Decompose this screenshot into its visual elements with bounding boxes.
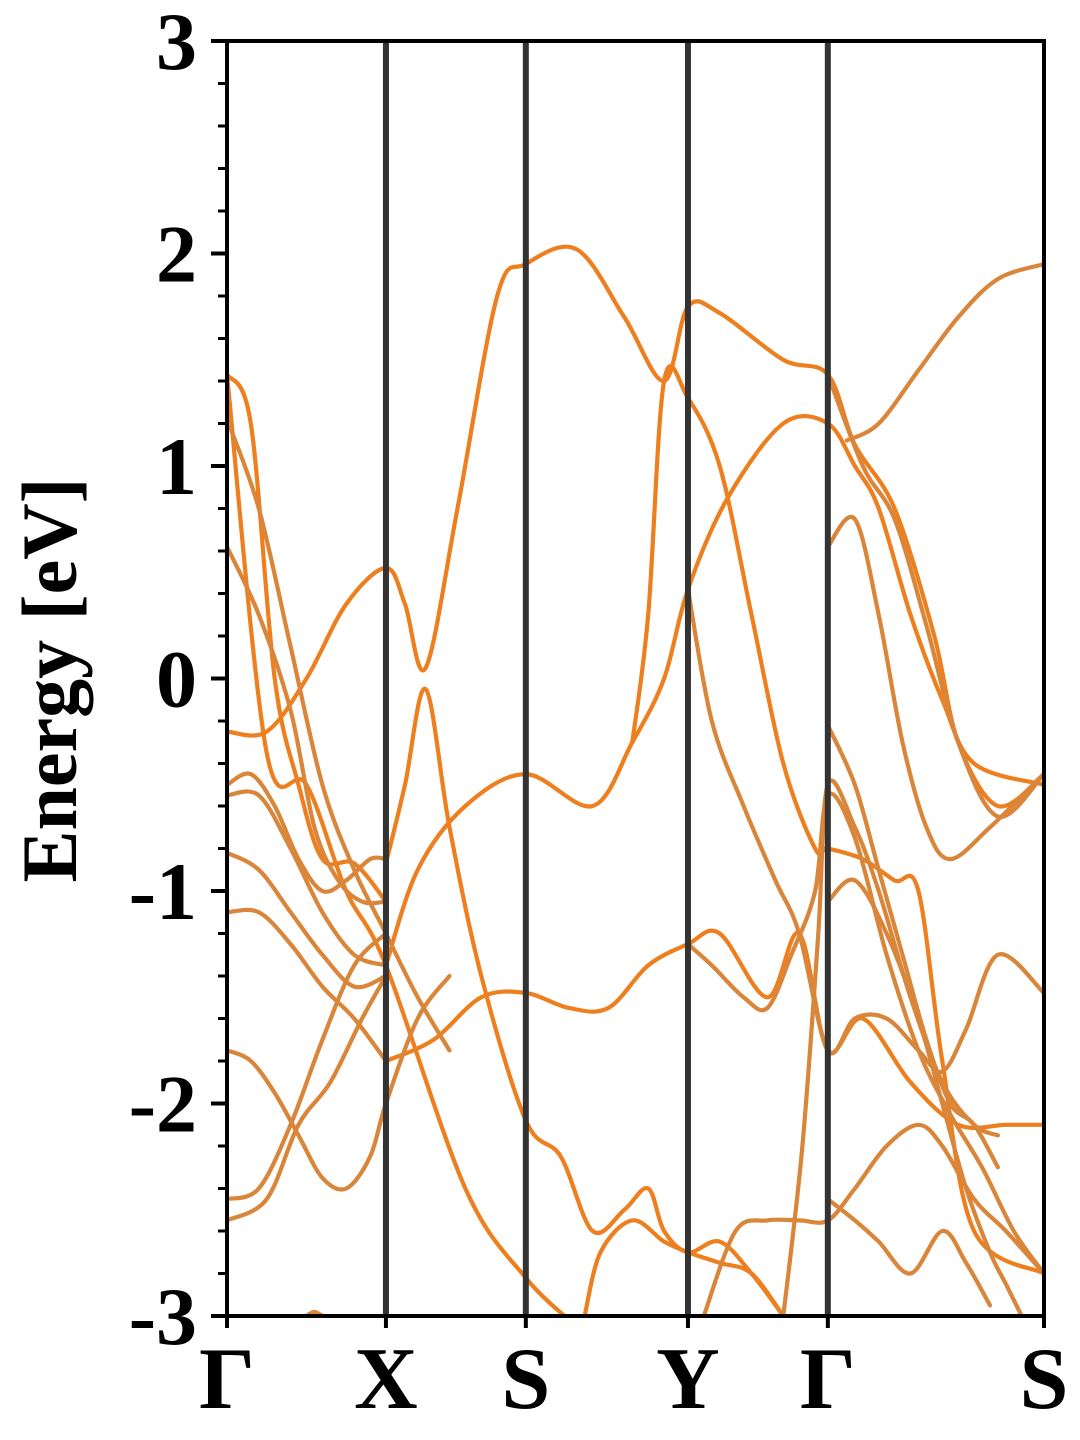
x-tick-label: X [354, 1331, 418, 1428]
high-symmetry-lines [382, 41, 831, 1316]
y-tick-label: 3 [156, 0, 197, 87]
band-line [825, 514, 1044, 862]
band-line [227, 973, 388, 1223]
x-tick-label: S [501, 1331, 550, 1428]
y-tick-label: -3 [129, 1271, 197, 1362]
band-line [227, 771, 388, 894]
y-tick-label: 2 [156, 209, 197, 300]
band-line [825, 372, 1044, 819]
band-line [685, 791, 1044, 1276]
band-line [227, 931, 388, 1202]
x-tick-label: Γ [199, 1331, 255, 1428]
band-line [630, 363, 1044, 1276]
band-line [825, 877, 1024, 1316]
y-tick-label: 1 [156, 421, 197, 512]
band-line [227, 372, 568, 1316]
band-line [685, 587, 1044, 1075]
x-tick-label: Γ [800, 1331, 856, 1428]
band-line [227, 417, 452, 1053]
band-line [227, 907, 388, 1064]
band-line [781, 778, 1000, 1316]
band-line [383, 414, 1044, 968]
y-axis-title: Energy [eV] [6, 477, 93, 882]
y-tick-label: -2 [129, 1059, 197, 1150]
band-line [227, 789, 388, 968]
band-line [701, 1122, 1044, 1316]
band-line [383, 928, 1044, 1130]
band-line [825, 1197, 993, 1308]
y-ticks: -3 -2 -1 0 1 2 3 [129, 0, 227, 1362]
y-tick-label: 0 [156, 634, 197, 725]
band-line [582, 1218, 786, 1316]
y-tick-label: -1 [129, 846, 197, 937]
band-line [227, 544, 388, 906]
x-tick-label: S [1020, 1331, 1069, 1428]
band-line [227, 973, 452, 1192]
x-tick-label: Y [656, 1331, 720, 1428]
band-line [227, 850, 388, 990]
band-line [844, 262, 1044, 443]
band-lines [227, 244, 1044, 1316]
band-line [383, 686, 786, 1316]
